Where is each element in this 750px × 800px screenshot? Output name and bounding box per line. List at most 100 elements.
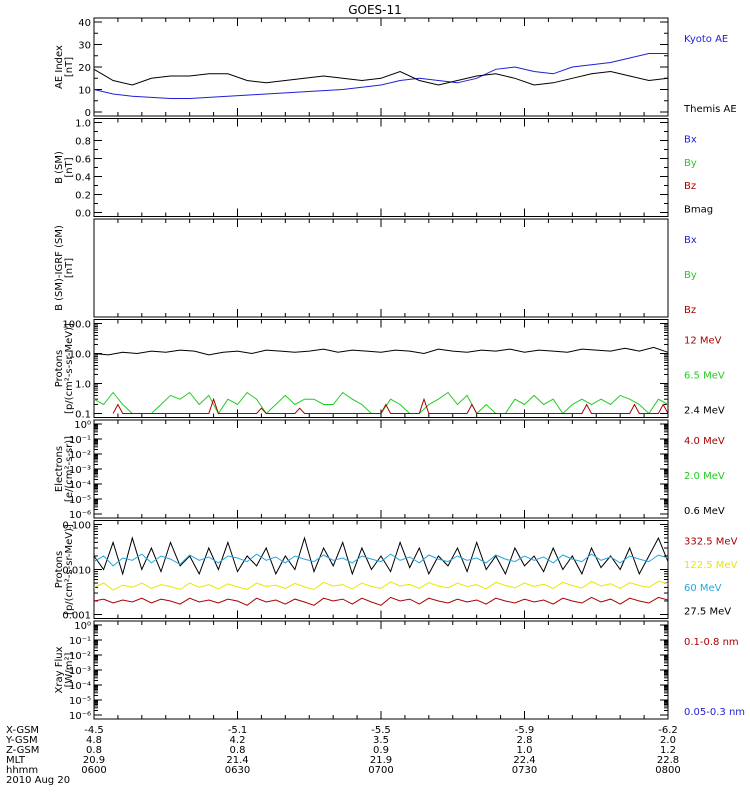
legend-0-05-0-3-nm: 0.05-0.3 nm xyxy=(684,707,745,718)
y-tick-label: 10.0 xyxy=(69,350,91,361)
legend-bz: Bz xyxy=(684,305,696,316)
y-tick-label: 10⁻⁶ xyxy=(69,711,91,722)
y-axis-label: [W/m²] xyxy=(64,652,75,687)
ephemeris-value: 22.4 xyxy=(513,755,535,766)
y-tick-label: 20 xyxy=(78,63,91,74)
legend-themis-ae: Themis AE xyxy=(683,104,737,115)
series-kyoto-ae xyxy=(93,53,668,99)
y-axis-label: B (SM) xyxy=(54,151,65,184)
legend-4-0-mev: 4.0 MeV xyxy=(684,436,725,447)
panel-frame xyxy=(93,319,669,418)
y-tick-label: 10⁻¹ xyxy=(69,636,91,647)
legend-122-5-mev: 122.5 MeV xyxy=(684,560,738,571)
legend-0-1-0-8-nm: 0.1-0.8 nm xyxy=(684,637,739,648)
legend-2-4-mev: 2.4 MeV xyxy=(684,406,725,417)
legend-bmag: Bmag xyxy=(684,205,713,216)
y-axis-label: [p/(cm²-s-sr-MeV)] xyxy=(64,524,75,615)
legend-2-0-mev: 2.0 MeV xyxy=(684,471,725,482)
y-axis-label: [p/(cm²-s-sr-MeV)] xyxy=(64,323,75,414)
y-tick-label: 30 xyxy=(78,41,91,52)
panel-xray: 10⁻⁶ 10⁻⁵ 10⁻⁴ 10⁻³ 10⁻² 10⁻¹ 10⁰ Xray Flux [W/m… xyxy=(54,620,745,722)
panel-frame xyxy=(93,17,669,117)
panel-protons2: 0.001 0.010 0.100 Protons [p/(cm²-s-sr-MeV)]… xyxy=(54,520,738,622)
y-tick-label: 10 xyxy=(78,86,91,97)
ephemeris-value: -5.9 xyxy=(515,725,535,736)
y-axis-label: Protons xyxy=(54,350,65,387)
y-tick-label: 0.010 xyxy=(62,566,91,577)
ephemeris-value: 21.9 xyxy=(370,755,392,766)
ephemeris-value: 0800 xyxy=(655,765,680,776)
ephemeris-value: 0630 xyxy=(225,765,250,776)
y-tick-label: 10⁰ xyxy=(74,621,91,632)
ephemeris-value: 21.4 xyxy=(226,755,248,766)
y-tick-label: 10⁻⁴ xyxy=(69,681,91,692)
ephemeris-value: -6.2 xyxy=(658,725,678,736)
ephemeris-value: 0600 xyxy=(81,765,106,776)
series-12-mev xyxy=(112,397,669,414)
ephemeris-value: 20.9 xyxy=(83,755,105,766)
y-tick-label: 0.6 xyxy=(75,155,91,166)
y-axis-label: Protons xyxy=(54,551,65,588)
y-axis-label: AE Index xyxy=(54,45,65,89)
legend-by: By xyxy=(684,270,697,281)
y-tick-label: 0.2 xyxy=(75,191,91,202)
y-axis-label: [e/(cm²-s-sr)] xyxy=(64,436,75,502)
panel-ae: 0 10 20 30 40 AE Index [nT] Kyoto AE Themis AE xyxy=(54,17,737,119)
y-tick-label: 10⁻⁵ xyxy=(69,495,91,506)
series-122-5-mev xyxy=(93,580,669,591)
ephemeris-value: 0730 xyxy=(512,765,537,776)
y-tick-label: 10⁻² xyxy=(69,450,91,461)
series-27-5-mev xyxy=(93,536,669,576)
legend-27-5-mev: 27.5 MeV xyxy=(684,607,731,618)
y-tick-label: 10⁻⁵ xyxy=(69,696,91,707)
legend-bx: Bx xyxy=(684,235,697,246)
ephemeris-value: 0.9 xyxy=(373,745,389,756)
y-tick-label: 0.4 xyxy=(75,173,91,184)
y-tick-label: 100.0 xyxy=(62,320,91,331)
panel-protons1: 0.1 1.0 10.0 100.0 Protons [p/(cm²-s-sr-MeV)]… xyxy=(54,319,725,421)
ephemeris-value: -4.5 xyxy=(84,725,104,736)
legend-6-5-mev: 6.5 MeV xyxy=(684,371,725,382)
y-axis-label: B (SM)-IGRF (SM) xyxy=(54,225,65,311)
ephemeris-value: 1.2 xyxy=(660,745,676,756)
legend-60-mev: 60 MeV xyxy=(684,583,722,594)
panel-electrons: 10⁻⁶ 10⁻⁵ 10⁻⁴ 10⁻³ 10⁻² 10⁻¹ 10⁰ Electrons [e/(… xyxy=(54,419,725,521)
series-60-mev xyxy=(93,553,669,567)
panel-frame xyxy=(93,118,669,217)
y-tick-label: 10⁻⁶ xyxy=(69,510,91,521)
y-tick-label: 1.0 xyxy=(75,380,91,391)
ephemeris-label: Z-GSM xyxy=(6,745,39,756)
ephemeris-value: 3.5 xyxy=(373,735,389,746)
series-2-4-mev xyxy=(93,346,669,356)
ephemeris-label: MLT xyxy=(6,755,26,766)
y-tick-label: 0.100 xyxy=(62,521,91,532)
ephemeris-value: 1.0 xyxy=(517,745,533,756)
y-tick-label: 0.8 xyxy=(75,137,91,148)
y-tick-label: 10⁻³ xyxy=(69,666,91,677)
ephemeris-value: 0700 xyxy=(368,765,393,776)
ephemeris-label: hhmm xyxy=(6,765,38,776)
series-332-5-mev xyxy=(93,596,669,606)
panel-frame xyxy=(93,218,669,318)
legend-by: By xyxy=(684,158,697,169)
series-themis-ae xyxy=(93,68,669,86)
y-tick-label: 0.0 xyxy=(75,209,91,220)
y-tick-label: 0.1 xyxy=(75,410,91,421)
legend-332-5-mev: 332.5 MeV xyxy=(684,537,738,548)
panel-frame xyxy=(93,620,669,720)
ephemeris-table: X-GSM -4.5 -5.1 -5.5 -5.9 -6.2 Y-GSM 4.8 4.2 3.5 2… xyxy=(5,725,681,786)
y-tick-label: 0 xyxy=(85,108,91,119)
legend-kyoto-ae: Kyoto AE xyxy=(684,34,728,45)
panel-bigrf: B (SM)-IGRF (SM) [nT] Bx By Bz xyxy=(54,218,697,318)
plot-date: 2010 Aug 20 xyxy=(6,775,70,786)
y-tick-label: 10⁻² xyxy=(69,651,91,662)
y-axis-label: Electrons xyxy=(54,446,65,492)
y-tick-label: 0.001 xyxy=(62,611,91,622)
ephemeris-value: -5.5 xyxy=(371,725,391,736)
legend-0-6-mev: 0.6 MeV xyxy=(684,506,725,517)
y-tick-label: 1.0 xyxy=(75,119,91,130)
panel-frame xyxy=(93,419,669,519)
ephemeris-label: Y-GSM xyxy=(5,735,38,746)
ephemeris-value: 4.2 xyxy=(230,735,246,746)
